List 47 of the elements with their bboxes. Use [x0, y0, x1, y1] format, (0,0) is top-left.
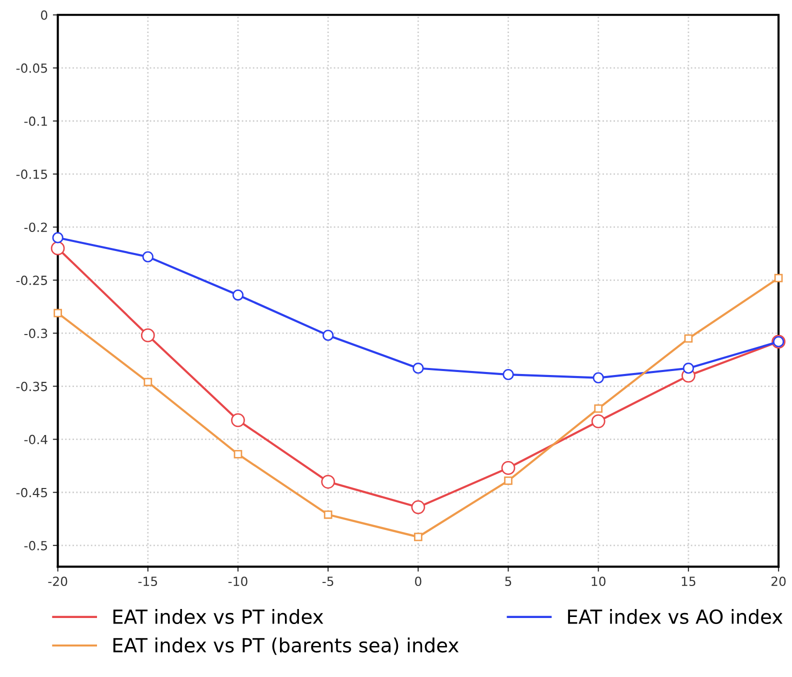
point	[592, 372, 604, 384]
point	[774, 274, 783, 282]
point	[232, 289, 244, 301]
x-tick-label: -15	[138, 576, 158, 586]
x-tick-label: -20	[48, 576, 68, 586]
y-tick-label: -0.15	[16, 170, 48, 179]
point	[414, 532, 422, 542]
x-tick-label: 10	[592, 576, 606, 586]
legend-label: EAT index vs PT index	[113, 608, 324, 624]
y-tick-label: -0.5	[24, 540, 48, 550]
point	[684, 334, 693, 343]
point	[50, 241, 65, 256]
point	[234, 450, 242, 458]
y-tick-label: -0.1	[24, 116, 47, 126]
point	[322, 330, 334, 341]
point	[52, 232, 64, 244]
point	[504, 476, 512, 485]
y-tick-label: 0	[40, 10, 48, 20]
y-tick-label: -0.3	[24, 328, 48, 338]
point	[231, 413, 245, 428]
legend-label: EAT index vs PT (barents sea) index	[113, 638, 459, 655]
point	[54, 308, 62, 318]
point	[142, 251, 154, 262]
y-tick-label: -0.45	[16, 488, 48, 498]
point	[682, 362, 694, 374]
y-tick-label: -0.35	[16, 382, 48, 392]
y-tick-label: -0.25	[16, 276, 48, 286]
x-tick-label: 20	[772, 576, 786, 586]
legend-label: EAT index vs AO index	[568, 608, 783, 624]
point	[591, 414, 606, 428]
y-tick-label: -0.4	[24, 434, 48, 444]
point	[324, 510, 332, 519]
x-tick-label: -10	[228, 576, 248, 586]
y-tick-label: -0.2	[24, 222, 47, 232]
point	[411, 500, 426, 514]
x-tick-label: 0	[415, 576, 422, 586]
x-tick-label: 15	[682, 576, 696, 586]
point	[501, 461, 516, 475]
point	[144, 378, 152, 386]
point	[321, 474, 336, 489]
x-tick-label: 5	[505, 576, 512, 586]
point	[502, 369, 514, 380]
point	[140, 328, 155, 342]
point	[412, 362, 424, 374]
x-tick-label: -5	[322, 576, 334, 586]
y-tick-label: -0.05	[16, 63, 48, 73]
point	[594, 404, 603, 413]
